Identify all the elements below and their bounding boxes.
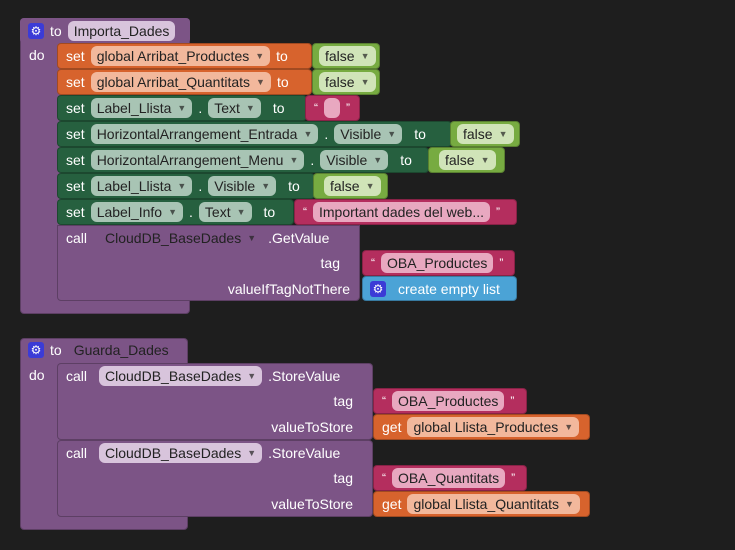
gear-icon[interactable]: ⚙ xyxy=(28,342,44,358)
property-dropdown[interactable]: Visible ▼ xyxy=(208,176,277,196)
cloud-getvalue-block[interactable] xyxy=(57,225,360,301)
text-field[interactable]: Important dades del web... xyxy=(313,202,490,222)
component-dropdown[interactable]: Label_Info ▼ xyxy=(90,202,184,222)
component-dropdown[interactable]: Label_Llista ▼ xyxy=(90,98,193,118)
property-dropdown[interactable]: Visible ▼ xyxy=(320,150,389,170)
property-dropdown[interactable]: Visible ▼ xyxy=(334,124,403,144)
to-label: to xyxy=(50,342,62,358)
text-block[interactable]: “OBA_Productes” xyxy=(373,388,527,414)
set-property-block[interactable]: set HorizontalArrangement_Entrada ▼. Visibl… xyxy=(57,121,452,147)
false-block[interactable]: false ▼ xyxy=(312,69,380,95)
tag-label: tag xyxy=(333,393,353,409)
property-dropdown[interactable]: Text ▼ xyxy=(198,202,252,222)
tag-label: tag xyxy=(333,470,353,486)
call-label: call xyxy=(66,230,88,246)
component-dropdown[interactable]: HorizontalArrangement_Entrada ▼ xyxy=(90,124,319,144)
variable-dropdown[interactable]: global Llista_Productes ▼ xyxy=(407,417,580,437)
component-dropdown[interactable]: CloudDB_BaseDades ▼ xyxy=(99,443,263,463)
text-block[interactable]: “” xyxy=(305,95,360,121)
false-block[interactable]: false ▼ xyxy=(428,147,505,173)
text-block[interactable]: “Important dades del web...” xyxy=(294,199,517,225)
text-field[interactable]: OBA_Productes xyxy=(381,253,494,273)
component-dropdown[interactable]: CloudDB_BaseDades ▼ xyxy=(105,230,257,246)
method-label: .GetValue xyxy=(268,230,330,246)
variable-dropdown[interactable]: global Llista_Quantitats ▼ xyxy=(407,494,580,514)
text-field[interactable] xyxy=(324,98,340,118)
set-property-block[interactable]: set Label_Llista ▼. Visible ▼ to xyxy=(57,173,315,199)
value-to-store-label: valueToStore xyxy=(271,496,353,512)
do-label: do xyxy=(29,47,45,63)
text-field[interactable]: OBA_Productes xyxy=(392,391,505,411)
false-block[interactable]: false ▼ xyxy=(313,173,388,199)
procedure-header: ⚙ to Importa_Dades xyxy=(20,18,190,43)
to-label: to xyxy=(50,22,62,39)
gear-icon[interactable]: ⚙ xyxy=(28,22,44,39)
text-block[interactable]: “OBA_Quantitats” xyxy=(373,465,527,491)
get-variable-block[interactable]: get global Llista_Productes ▼ xyxy=(373,414,590,440)
text-block[interactable]: “OBA_Productes” xyxy=(362,250,515,276)
component-dropdown[interactable]: CloudDB_BaseDades ▼ xyxy=(99,366,263,386)
procedure-name-field[interactable]: Importa_Dades xyxy=(67,20,176,41)
false-block[interactable]: false ▼ xyxy=(312,43,380,69)
create-empty-list-block[interactable]: ⚙ create empty list xyxy=(362,276,517,301)
set-property-block[interactable]: set Label_Info ▼. Text ▼ to xyxy=(57,199,294,225)
set-property-block[interactable]: set Label_Llista ▼. Text ▼ to xyxy=(57,95,307,121)
property-dropdown[interactable]: Text ▼ xyxy=(208,98,261,118)
value-to-store-label: valueToStore xyxy=(271,419,353,435)
component-dropdown[interactable]: Label_Llista ▼ xyxy=(90,176,193,196)
set-block[interactable]: set global Arribat_Quantitats ▼ to xyxy=(57,69,312,95)
variable-dropdown[interactable]: global Arribat_Productes ▼ xyxy=(90,46,271,66)
procedure-name-field[interactable]: Guarda_Dades xyxy=(73,342,169,358)
variable-dropdown[interactable]: global Arribat_Quantitats ▼ xyxy=(90,72,271,92)
set-property-block[interactable]: set HorizontalArrangement_Menu ▼. Visible ▼ t… xyxy=(57,147,429,173)
value-if-tag-not-there-label: valueIfTagNotThere xyxy=(227,281,350,297)
set-block[interactable]: set global Arribat_Productes ▼ to xyxy=(57,43,312,69)
get-variable-block[interactable]: get global Llista_Quantitats ▼ xyxy=(373,491,590,517)
tag-label: tag xyxy=(320,255,340,271)
do-label: do xyxy=(29,367,45,383)
component-dropdown[interactable]: HorizontalArrangement_Menu ▼ xyxy=(90,150,305,170)
false-block[interactable]: false ▼ xyxy=(450,121,520,147)
gear-icon[interactable]: ⚙ xyxy=(370,281,386,297)
text-field[interactable]: OBA_Quantitats xyxy=(392,468,506,488)
